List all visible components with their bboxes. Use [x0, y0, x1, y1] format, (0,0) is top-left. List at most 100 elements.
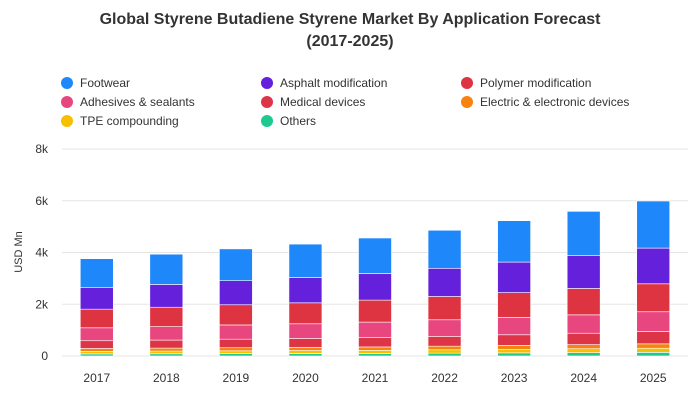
bar-medical-devices-2021 — [358, 337, 392, 348]
bar-others-2024 — [566, 352, 601, 357]
bar-footwear-2018 — [149, 253, 184, 285]
bar-others-2021 — [358, 353, 392, 357]
legend-marker-polymer-modification — [461, 77, 473, 89]
x-tick-label: 2021 — [362, 371, 389, 385]
x-tick-label: 2019 — [223, 371, 250, 385]
bar-polymer-modification-2017 — [79, 308, 114, 329]
y-axis-ticks: 0 2k 4k 6k 8k — [35, 142, 49, 363]
bar-adhesives-sealants-2021 — [358, 321, 392, 338]
x-tick-label: 2017 — [83, 371, 110, 385]
y-tick-label: 4k — [35, 246, 49, 260]
bar-asphalt-modification-2025 — [636, 247, 671, 285]
bar-polymer-modification-2025 — [636, 283, 671, 313]
x-tick-label: 2022 — [431, 371, 458, 385]
bar-others-2019 — [219, 353, 253, 357]
bar-footwear-2020 — [288, 243, 323, 278]
legend-label-others: Others — [280, 114, 316, 128]
bar-electric-electronic-devices-2024 — [566, 344, 601, 350]
bar-adhesives-sealants-2025 — [636, 311, 671, 332]
bar-polymer-modification-2021 — [358, 299, 392, 323]
bar-others-2025 — [636, 352, 671, 357]
chart-title-line1: Global Styrene Butadiene Styrene Market … — [100, 11, 602, 28]
bar-asphalt-modification-2018 — [149, 284, 184, 308]
legend-marker-asphalt-modification — [261, 77, 273, 89]
legend-label-tpe-compounding: TPE compounding — [80, 114, 179, 128]
x-tick-label: 2018 — [153, 371, 180, 385]
bar-footwear-2021 — [358, 237, 392, 274]
legend-label-polymer-modification: Polymer modification — [480, 76, 591, 90]
legend-marker-footwear — [61, 77, 73, 89]
y-tick-label: 2k — [35, 297, 49, 311]
bar-medical-devices-2022 — [427, 336, 462, 347]
bar-medical-devices-2020 — [288, 338, 323, 348]
bar-adhesives-sealants-2024 — [566, 314, 601, 334]
y-axis-title: USD Mn — [13, 231, 25, 273]
legend-marker-electric-electronic-devices — [461, 96, 473, 108]
bar-asphalt-modification-2021 — [358, 273, 392, 301]
bar-tpe-compounding-2020 — [288, 350, 323, 354]
bar-footwear-2017 — [79, 258, 114, 288]
bar-adhesives-sealants-2022 — [427, 319, 462, 337]
legend-marker-others — [261, 115, 273, 127]
bar-asphalt-modification-2017 — [79, 287, 114, 310]
bar-polymer-modification-2020 — [288, 302, 323, 325]
bar-electric-electronic-devices-2021 — [358, 346, 392, 351]
bar-tpe-compounding-2023 — [497, 348, 531, 354]
legend-label-footwear: Footwear — [80, 76, 130, 90]
bar-tpe-compounding-2025 — [636, 347, 671, 353]
bar-adhesives-sealants-2020 — [288, 323, 323, 339]
bar-medical-devices-2018 — [149, 339, 184, 349]
bar-tpe-compounding-2017 — [79, 351, 114, 355]
bar-electric-electronic-devices-2018 — [149, 347, 184, 352]
bar-polymer-modification-2022 — [427, 296, 462, 321]
bar-electric-electronic-devices-2020 — [288, 347, 323, 351]
x-tick-label: 2025 — [640, 371, 667, 385]
bar-tpe-compounding-2018 — [149, 350, 184, 355]
bar-asphalt-modification-2022 — [427, 267, 462, 297]
x-axis-ticks: 2017 2018 2019 2020 2021 2022 2023 2024 2025 — [83, 371, 666, 385]
bars — [79, 200, 671, 357]
bar-others-2017 — [79, 353, 114, 357]
legend-marker-tpe-compounding — [61, 115, 73, 127]
x-tick-label: 2024 — [570, 371, 597, 385]
bar-others-2023 — [497, 352, 531, 357]
bar-asphalt-modification-2023 — [497, 261, 531, 293]
x-tick-label: 2020 — [292, 371, 319, 385]
bar-polymer-modification-2023 — [497, 292, 531, 318]
bar-footwear-2022 — [427, 229, 462, 269]
y-tick-label: 6k — [35, 194, 49, 208]
bar-medical-devices-2019 — [219, 338, 253, 349]
bar-electric-electronic-devices-2017 — [79, 348, 114, 352]
bar-electric-electronic-devices-2023 — [497, 345, 531, 350]
legend-label-medical-devices: Medical devices — [280, 95, 365, 109]
legend-marker-medical-devices — [261, 96, 273, 108]
bar-polymer-modification-2018 — [149, 306, 184, 327]
bar-adhesives-sealants-2023 — [497, 317, 531, 336]
bar-asphalt-modification-2019 — [219, 280, 253, 306]
x-tick-label: 2023 — [501, 371, 528, 385]
bar-electric-electronic-devices-2019 — [219, 347, 253, 352]
bar-others-2020 — [288, 353, 323, 357]
bar-footwear-2024 — [566, 211, 601, 256]
bar-tpe-compounding-2021 — [358, 350, 392, 354]
bar-footwear-2019 — [219, 248, 253, 282]
bar-tpe-compounding-2024 — [566, 348, 601, 353]
bar-medical-devices-2023 — [497, 334, 531, 346]
bar-medical-devices-2024 — [566, 332, 601, 345]
bar-adhesives-sealants-2019 — [219, 324, 253, 340]
bar-adhesives-sealants-2018 — [149, 326, 184, 341]
bar-adhesives-sealants-2017 — [79, 327, 114, 342]
bar-electric-electronic-devices-2022 — [427, 345, 462, 351]
bar-others-2018 — [149, 353, 184, 357]
bar-others-2022 — [427, 352, 462, 357]
bar-asphalt-modification-2020 — [288, 277, 323, 304]
bar-medical-devices-2017 — [79, 340, 114, 349]
legend-marker-adhesives-sealants — [61, 96, 73, 108]
legend-label-adhesives-sealants: Adhesives & sealants — [80, 95, 195, 109]
legend-label-asphalt-modification: Asphalt modification — [280, 76, 387, 90]
bar-medical-devices-2025 — [636, 331, 671, 345]
bar-footwear-2025 — [636, 200, 671, 249]
bar-tpe-compounding-2019 — [219, 350, 253, 354]
bar-footwear-2023 — [497, 220, 531, 263]
